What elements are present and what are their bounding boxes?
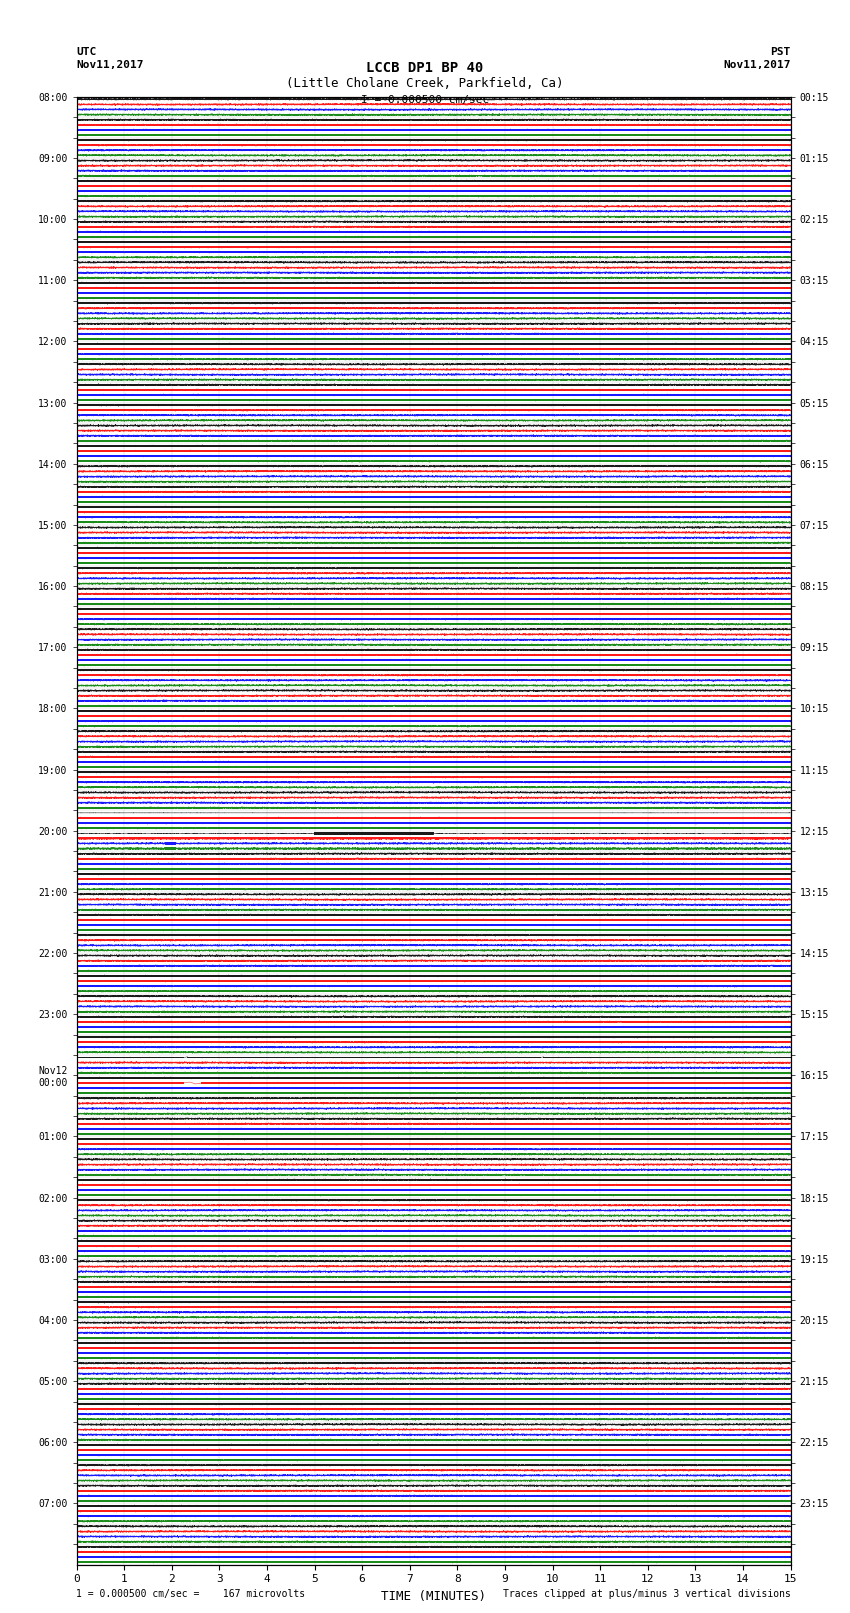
- Text: Nov11,2017: Nov11,2017: [76, 60, 144, 69]
- X-axis label: TIME (MINUTES): TIME (MINUTES): [381, 1590, 486, 1603]
- Text: UTC: UTC: [76, 47, 97, 56]
- Text: LCCB DP1 BP 40: LCCB DP1 BP 40: [366, 61, 484, 74]
- Text: Traces clipped at plus/minus 3 vertical divisions: Traces clipped at plus/minus 3 vertical …: [502, 1589, 790, 1598]
- Text: Nov11,2017: Nov11,2017: [723, 60, 791, 69]
- Text: 1 = 0.000500 cm/sec =    167 microvolts: 1 = 0.000500 cm/sec = 167 microvolts: [76, 1589, 306, 1598]
- Text: (Little Cholane Creek, Parkfield, Ca): (Little Cholane Creek, Parkfield, Ca): [286, 77, 564, 90]
- Text: PST: PST: [770, 47, 790, 56]
- Text: I = 0.000500 cm/sec: I = 0.000500 cm/sec: [361, 95, 489, 105]
